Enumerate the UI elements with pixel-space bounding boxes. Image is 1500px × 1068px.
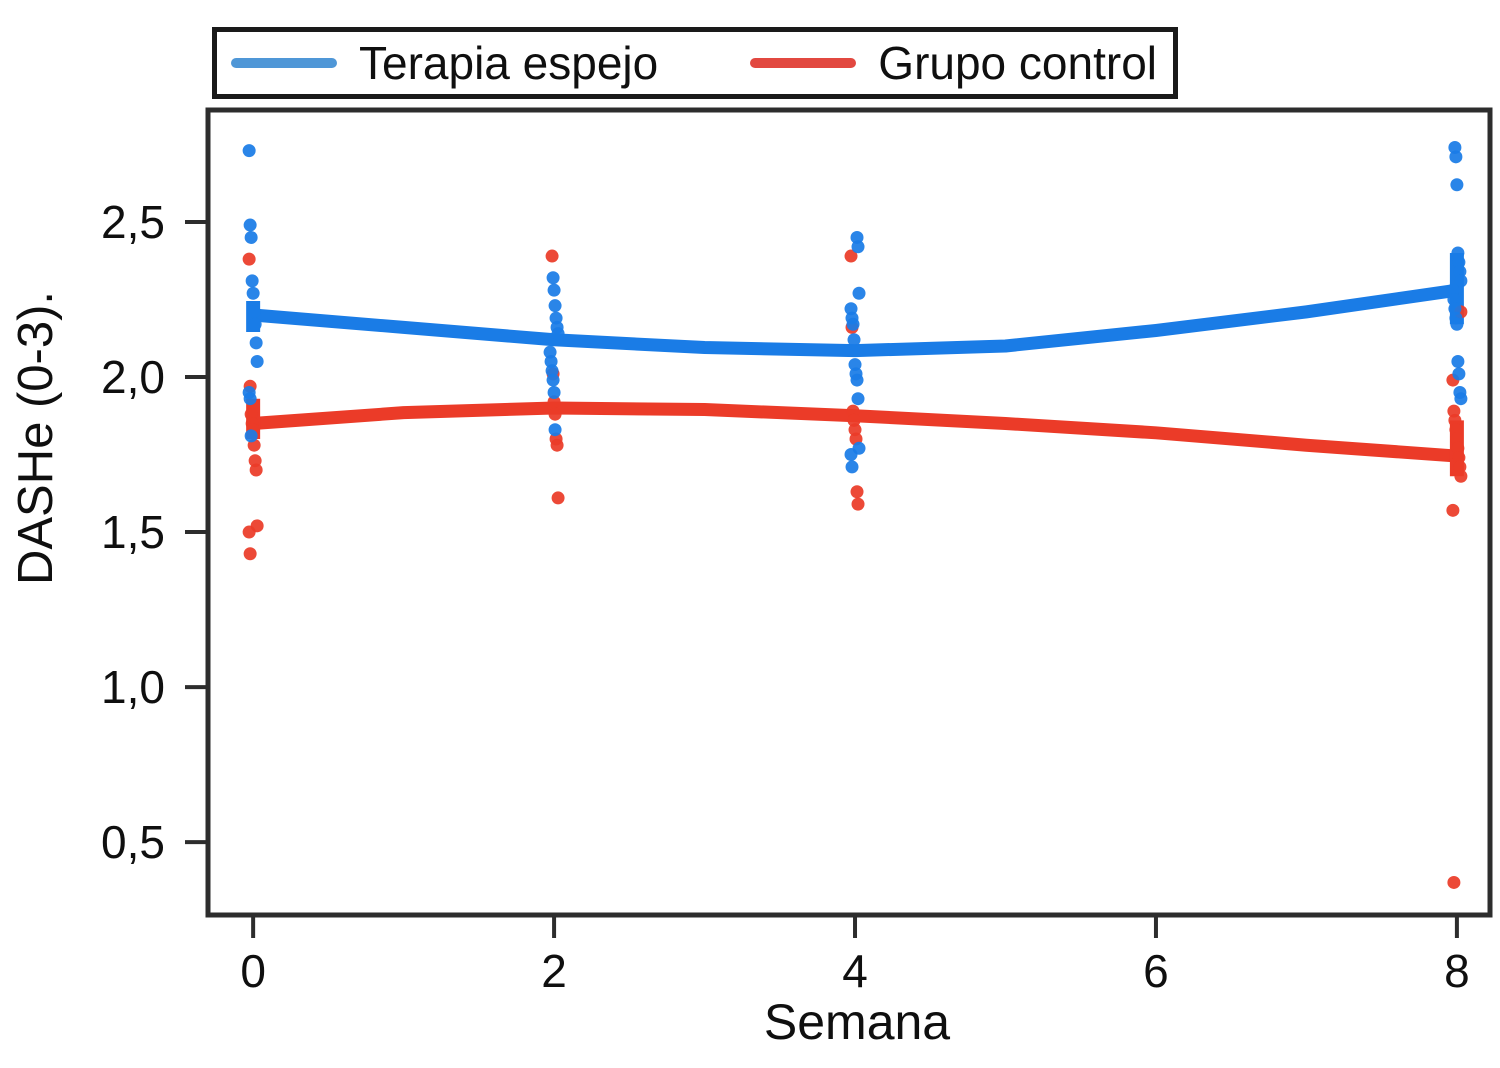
data-point-grupo-control	[1454, 469, 1468, 483]
x-tick-label: 6	[1143, 945, 1169, 997]
data-point-terapia-espejo	[1450, 178, 1464, 192]
y-tick-label: 2,5	[101, 196, 165, 248]
data-point-terapia-espejo	[551, 327, 565, 341]
data-point-terapia-espejo	[845, 460, 859, 474]
data-point-grupo-control	[548, 407, 562, 421]
data-point-terapia-espejo	[1450, 317, 1464, 331]
data-point-terapia-espejo	[245, 274, 259, 288]
legend-item-terapia-espejo: Terapia espejo	[231, 40, 658, 86]
y-tick-label: 1,0	[101, 661, 165, 713]
legend: Terapia espejo Grupo control	[212, 27, 1178, 99]
data-point-grupo-control	[547, 395, 561, 409]
data-point-terapia-espejo	[548, 423, 562, 437]
data-point-grupo-control	[242, 252, 256, 266]
data-point-grupo-control	[550, 438, 564, 452]
data-point-terapia-espejo	[248, 317, 262, 331]
data-point-terapia-espejo	[547, 385, 561, 399]
data-point-grupo-control	[1446, 503, 1460, 517]
legend-swatch-grupo-control	[750, 58, 857, 68]
data-point-grupo-control	[1447, 875, 1461, 889]
plot-frame	[205, 107, 1493, 918]
data-point-terapia-espejo	[847, 333, 861, 347]
y-tick-label: 1,5	[101, 506, 165, 558]
data-point-grupo-control	[545, 249, 559, 263]
data-point-grupo-control	[242, 525, 256, 539]
legend-swatch-terapia-espejo	[231, 58, 337, 68]
legend-item-grupo-control: Grupo control	[750, 40, 1157, 86]
y-tick-label: 0,5	[101, 816, 165, 868]
data-point-grupo-control	[844, 249, 858, 263]
data-point-terapia-espejo	[851, 392, 865, 406]
data-point-terapia-espejo	[244, 230, 258, 244]
data-point-terapia-espejo	[247, 305, 261, 319]
data-point-terapia-espejo	[246, 286, 260, 300]
data-point-terapia-espejo	[851, 240, 865, 254]
data-point-grupo-control	[243, 547, 257, 561]
data-point-terapia-espejo	[244, 429, 258, 443]
data-point-terapia-espejo	[846, 317, 860, 331]
y-axis-title: DASHe (0-3).	[9, 290, 63, 586]
data-point-terapia-espejo	[548, 299, 562, 313]
data-point-grupo-control	[851, 497, 865, 511]
legend-label-terapia-espejo: Terapia espejo	[359, 37, 659, 89]
data-point-terapia-espejo	[243, 218, 257, 232]
data-point-terapia-espejo	[844, 448, 858, 462]
data-point-terapia-espejo	[546, 271, 560, 285]
legend-label-grupo-control: Grupo control	[878, 37, 1157, 89]
data-point-terapia-espejo	[242, 144, 256, 158]
trend-line-terapia-espejo	[252, 283, 1458, 358]
data-point-terapia-espejo	[1454, 392, 1468, 406]
data-point-terapia-espejo	[250, 354, 264, 368]
x-tick-label: 4	[842, 945, 868, 997]
x-axis-title: Semana	[763, 994, 951, 1050]
y-tick-label: 2,0	[101, 351, 165, 403]
data-point-terapia-espejo	[1449, 150, 1463, 164]
data-point-terapia-espejo	[547, 283, 561, 297]
data-point-grupo-control	[850, 485, 864, 499]
data-point-terapia-espejo	[852, 286, 866, 300]
data-point-terapia-espejo	[243, 392, 257, 406]
data-point-terapia-espejo	[850, 373, 864, 387]
data-point-terapia-espejo	[1454, 274, 1468, 288]
data-point-terapia-espejo	[1451, 354, 1465, 368]
x-tick-label: 2	[541, 945, 567, 997]
data-point-terapia-espejo	[546, 373, 560, 387]
data-point-terapia-espejo	[1452, 367, 1466, 381]
data-point-grupo-control	[551, 491, 565, 505]
x-tick-label: 8	[1444, 945, 1470, 997]
data-point-terapia-espejo	[249, 336, 263, 350]
data-point-grupo-control	[249, 463, 263, 477]
x-tick-label: 0	[240, 945, 266, 997]
